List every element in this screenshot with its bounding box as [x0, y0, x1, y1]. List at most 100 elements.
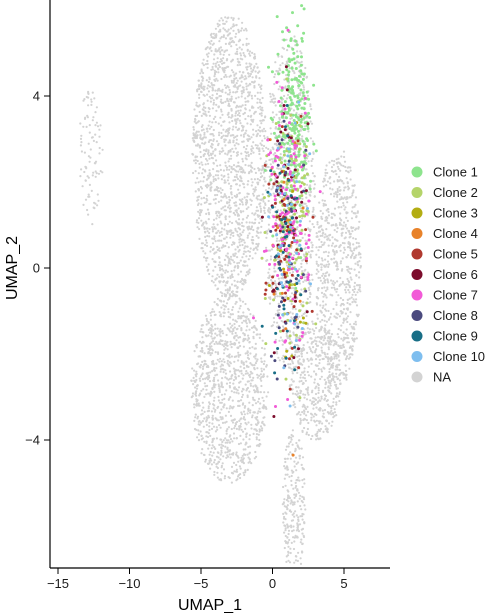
- clone-point: [293, 61, 297, 65]
- na-point: [220, 233, 224, 236]
- na-point: [301, 371, 304, 374]
- na-point: [201, 378, 205, 381]
- na-point: [212, 36, 215, 40]
- na-point: [242, 218, 245, 221]
- clone-point: [296, 107, 300, 111]
- na-point: [314, 358, 318, 361]
- na-point: [201, 138, 204, 141]
- na-point: [350, 250, 353, 253]
- na-point: [235, 451, 238, 454]
- na-point: [273, 75, 276, 79]
- na-point: [224, 218, 227, 221]
- na-point: [359, 256, 362, 259]
- na-point: [82, 99, 85, 102]
- na-point: [216, 476, 219, 479]
- na-point: [352, 326, 355, 329]
- na-point: [239, 280, 242, 284]
- na-point: [205, 420, 208, 423]
- na-point: [228, 361, 231, 364]
- clone-point: [290, 78, 294, 82]
- na-point: [208, 76, 211, 79]
- na-point: [338, 221, 341, 224]
- na-point: [202, 176, 206, 179]
- na-point: [345, 216, 348, 219]
- na-point: [203, 226, 206, 229]
- na-point: [224, 91, 227, 94]
- na-point: [234, 147, 237, 150]
- na-point: [216, 193, 219, 197]
- na-point: [207, 84, 210, 87]
- na-point: [317, 276, 320, 279]
- na-point: [263, 391, 266, 394]
- na-point: [194, 114, 197, 118]
- na-point: [262, 373, 265, 376]
- na-point: [353, 285, 356, 288]
- na-point: [87, 92, 90, 95]
- na-point: [315, 424, 318, 427]
- na-point: [206, 99, 209, 102]
- na-point: [247, 318, 250, 321]
- na-point: [227, 308, 230, 311]
- na-point: [209, 314, 213, 317]
- na-point: [254, 342, 257, 345]
- na-point: [274, 104, 277, 107]
- na-point: [336, 313, 340, 316]
- na-point: [344, 186, 347, 189]
- na-point: [288, 384, 292, 387]
- na-point: [233, 77, 236, 81]
- na-point: [232, 253, 235, 256]
- na-point: [250, 462, 253, 465]
- na-point: [206, 234, 209, 238]
- na-point: [265, 407, 268, 410]
- na-point: [210, 391, 213, 394]
- na-point: [227, 111, 230, 114]
- na-point: [251, 76, 254, 79]
- na-point: [299, 413, 302, 416]
- na-point: [299, 362, 303, 365]
- na-point: [208, 172, 211, 175]
- na-point: [238, 179, 241, 182]
- na-point: [257, 397, 261, 400]
- na-point: [342, 189, 346, 192]
- na-point: [256, 358, 259, 361]
- na-point: [237, 404, 240, 407]
- na-point: [330, 363, 333, 366]
- na-point: [202, 149, 206, 152]
- na-point: [262, 362, 265, 366]
- na-point: [225, 456, 228, 459]
- na-point: [303, 247, 306, 250]
- na-point: [300, 538, 303, 541]
- na-point: [222, 352, 226, 355]
- na-point: [205, 435, 208, 438]
- na-point: [355, 274, 358, 277]
- na-point: [289, 363, 292, 366]
- na-point: [225, 302, 229, 305]
- na-point: [202, 128, 205, 131]
- na-point: [319, 304, 322, 307]
- na-point: [219, 458, 222, 461]
- na-point: [207, 218, 210, 221]
- na-point: [342, 201, 345, 205]
- na-point: [315, 406, 318, 409]
- na-point: [333, 195, 336, 198]
- na-point: [303, 412, 306, 415]
- na-point: [333, 253, 336, 256]
- na-point: [215, 97, 218, 100]
- na-point: [207, 407, 210, 410]
- na-point: [81, 185, 84, 188]
- na-point: [200, 125, 203, 128]
- na-point: [213, 396, 216, 399]
- na-point: [244, 75, 247, 78]
- na-point: [345, 169, 348, 172]
- na-point: [330, 379, 333, 383]
- na-point: [262, 119, 265, 122]
- na-point: [223, 348, 226, 351]
- na-point: [224, 73, 227, 77]
- na-point: [235, 211, 238, 214]
- clone-point: [275, 136, 279, 140]
- na-point: [258, 336, 261, 339]
- na-point: [210, 352, 214, 355]
- na-point: [198, 212, 201, 215]
- na-point: [247, 365, 250, 368]
- na-point: [345, 286, 348, 289]
